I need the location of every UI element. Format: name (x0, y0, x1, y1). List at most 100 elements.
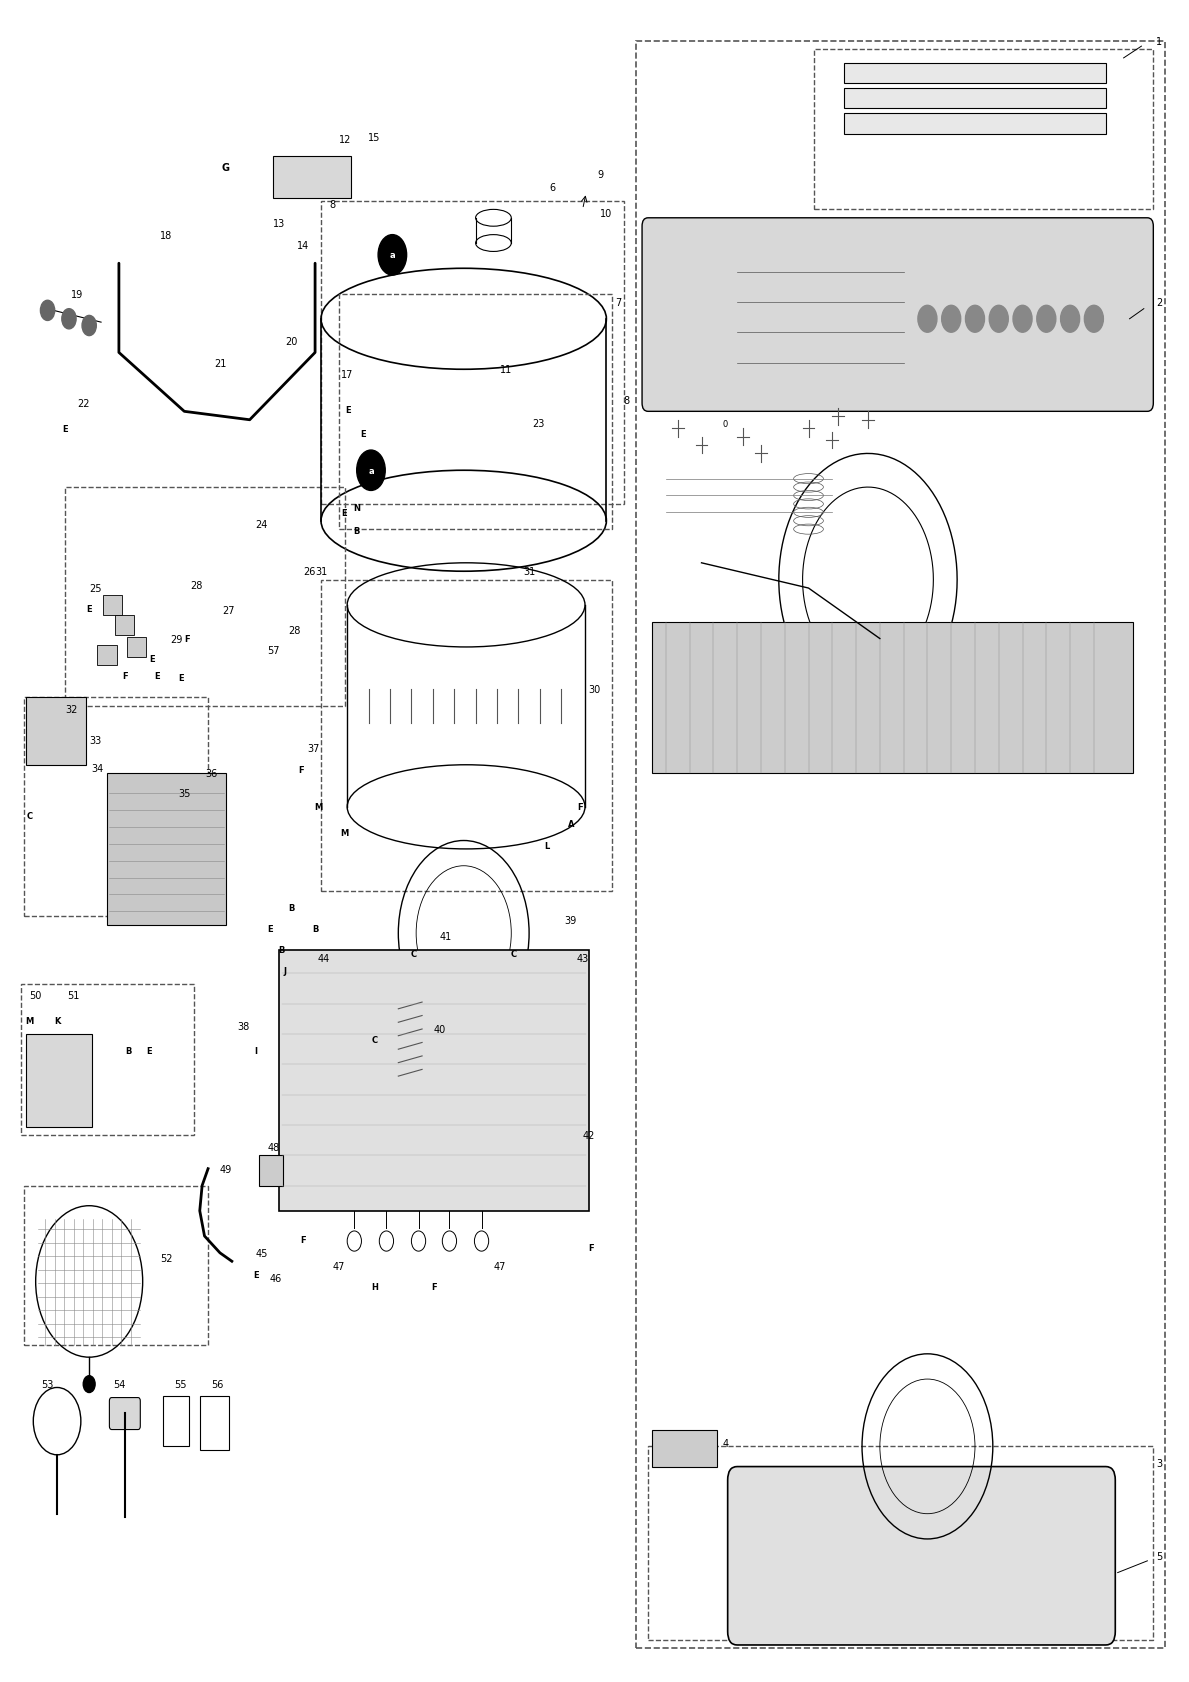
Text: 36: 36 (206, 769, 218, 779)
FancyBboxPatch shape (107, 774, 226, 925)
Text: M: M (26, 1016, 33, 1026)
Text: 56: 56 (212, 1379, 224, 1389)
Text: N: N (353, 503, 360, 513)
Text: 57: 57 (268, 646, 279, 656)
Text: B: B (278, 945, 285, 955)
FancyBboxPatch shape (103, 595, 122, 616)
Text: 4: 4 (722, 1438, 729, 1448)
Bar (21, 984, 194, 1135)
Text: M: M (315, 802, 322, 812)
Text: 32: 32 (65, 705, 77, 715)
Text: 29: 29 (170, 634, 182, 644)
Text: 0: 0 (723, 419, 728, 429)
Circle shape (1084, 306, 1103, 333)
Text: C: C (410, 949, 417, 959)
Circle shape (989, 306, 1008, 333)
Text: F: F (301, 1235, 306, 1245)
FancyBboxPatch shape (115, 616, 134, 636)
FancyBboxPatch shape (109, 1398, 140, 1430)
Text: 12: 12 (339, 135, 351, 145)
Text: 31: 31 (315, 567, 327, 577)
Bar (339, 294, 612, 530)
Circle shape (378, 235, 407, 276)
Text: 8: 8 (623, 395, 630, 405)
Text: 28: 28 (190, 580, 202, 590)
Text: 20: 20 (285, 336, 297, 346)
Text: E: E (360, 429, 365, 439)
Text: 6: 6 (549, 183, 556, 193)
Text: 39: 39 (565, 915, 577, 925)
Circle shape (942, 306, 961, 333)
FancyBboxPatch shape (127, 637, 146, 658)
Bar (814, 50, 1153, 210)
Text: 43: 43 (577, 954, 589, 964)
Text: 7: 7 (615, 298, 622, 308)
Text: 52: 52 (161, 1253, 172, 1263)
FancyBboxPatch shape (728, 1467, 1115, 1645)
Text: B: B (288, 903, 295, 913)
Text: 27: 27 (222, 606, 234, 616)
Text: F: F (578, 802, 583, 812)
Text: C: C (371, 1034, 378, 1045)
Text: 31: 31 (523, 567, 535, 577)
Bar (636, 42, 1165, 1648)
Text: 45: 45 (256, 1248, 268, 1258)
Text: C: C (510, 949, 517, 959)
Bar (24, 1186, 208, 1346)
Bar (65, 488, 345, 706)
Text: 22: 22 (77, 399, 89, 409)
Text: 50: 50 (30, 991, 42, 1001)
Text: K: K (54, 1016, 61, 1026)
Circle shape (82, 316, 96, 336)
Text: 8: 8 (329, 200, 336, 210)
Text: 42: 42 (583, 1130, 594, 1140)
Circle shape (83, 1376, 95, 1393)
Circle shape (965, 306, 984, 333)
Text: 46: 46 (270, 1273, 282, 1283)
Text: 25: 25 (89, 584, 101, 594)
Text: 40: 40 (434, 1024, 446, 1034)
FancyBboxPatch shape (652, 622, 1133, 774)
Text: E: E (146, 1046, 151, 1056)
Text: 49: 49 (220, 1164, 232, 1174)
Text: B: B (125, 1046, 132, 1056)
Text: 2: 2 (1156, 298, 1163, 308)
FancyBboxPatch shape (26, 698, 86, 765)
Text: 26: 26 (303, 567, 315, 577)
Text: I: I (254, 1046, 257, 1056)
FancyBboxPatch shape (26, 1034, 92, 1127)
Text: 10: 10 (600, 209, 612, 219)
FancyBboxPatch shape (844, 64, 1106, 84)
Text: G: G (222, 163, 229, 173)
Text: B: B (312, 923, 319, 934)
Text: 15: 15 (369, 133, 380, 143)
FancyBboxPatch shape (844, 89, 1106, 109)
Text: 54: 54 (113, 1379, 125, 1389)
Bar (321, 580, 612, 891)
Text: 19: 19 (71, 289, 83, 299)
Circle shape (40, 301, 55, 321)
Text: E: E (87, 604, 92, 614)
Text: E: E (150, 654, 155, 664)
Circle shape (1013, 306, 1032, 333)
Text: 9: 9 (597, 170, 604, 180)
Text: F: F (184, 634, 189, 644)
Text: a: a (390, 251, 395, 261)
Text: F: F (298, 765, 303, 775)
Text: A: A (567, 819, 574, 829)
FancyBboxPatch shape (97, 646, 117, 666)
Circle shape (918, 306, 937, 333)
Circle shape (1061, 306, 1080, 333)
Circle shape (62, 309, 76, 330)
Text: E: E (268, 923, 272, 934)
Text: 11: 11 (501, 365, 512, 375)
Text: 5: 5 (1156, 1551, 1163, 1561)
Text: 23: 23 (533, 419, 545, 429)
FancyBboxPatch shape (273, 156, 351, 198)
FancyBboxPatch shape (642, 219, 1153, 412)
Circle shape (1037, 306, 1056, 333)
Text: 48: 48 (268, 1142, 279, 1152)
Text: 51: 51 (68, 991, 80, 1001)
FancyBboxPatch shape (259, 1156, 283, 1186)
FancyBboxPatch shape (279, 950, 589, 1211)
